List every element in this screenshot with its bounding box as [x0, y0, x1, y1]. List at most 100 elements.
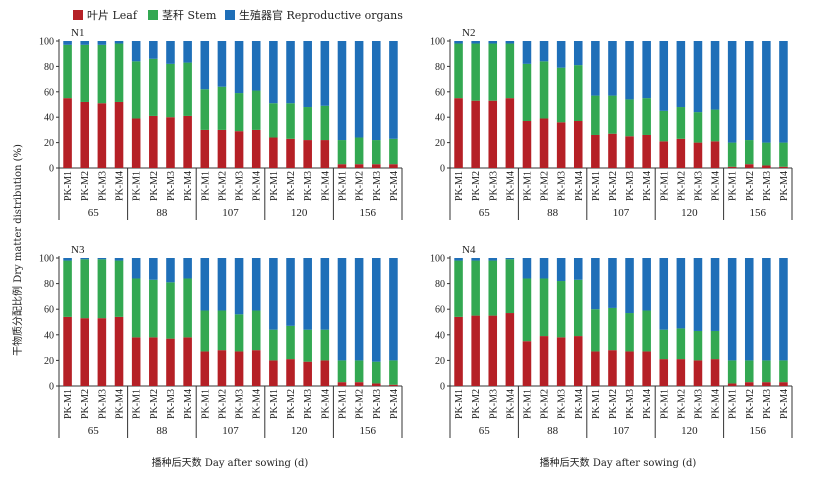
bar-segment-leaf — [63, 316, 72, 386]
bar-segment-reproductive — [676, 258, 686, 329]
day-label: 107 — [222, 425, 239, 437]
category-label: PK-M1 — [200, 171, 211, 201]
y-tick-label: 100 — [39, 254, 54, 265]
bar-segment-leaf — [389, 384, 398, 386]
bar-segment-leaf — [762, 382, 771, 386]
bar-segment-leaf — [354, 164, 364, 168]
category-label: PK-M4 — [320, 171, 331, 201]
bar-segment-reproductive — [573, 258, 583, 280]
category-label: PK-M3 — [97, 171, 108, 201]
bar-segment-reproductive — [131, 41, 141, 62]
bar-segment-stem — [779, 142, 788, 167]
legend-label-leaf: 叶片 Leaf — [87, 9, 138, 22]
y-tick-label: 0 — [440, 382, 445, 393]
y-tick-label: 80 — [44, 62, 54, 73]
category-label: PK-M3 — [762, 389, 773, 419]
category-label: PK-M4 — [574, 389, 585, 419]
bar-segment-reproductive — [539, 258, 549, 279]
bar-segment-reproductive — [166, 41, 175, 64]
bar-segment-reproductive — [269, 258, 278, 330]
bar-segment-stem — [80, 259, 90, 319]
category-label: PK-M2 — [149, 171, 160, 201]
bar-segment-reproductive — [727, 258, 737, 361]
bar-segment-stem — [591, 95, 600, 135]
bar-segment-reproductive — [744, 258, 754, 361]
bar-segment-stem — [389, 138, 398, 165]
bar-segment-stem — [727, 360, 737, 384]
bar-segment-stem — [200, 310, 210, 352]
bar-segment-stem — [710, 109, 720, 142]
bar-segment-stem — [454, 260, 463, 317]
day-label: 88 — [547, 207, 559, 219]
day-label: 120 — [291, 425, 308, 437]
y-tick-label: 60 — [435, 305, 445, 316]
legend-label-stem: 茎秆 Stem — [162, 9, 217, 22]
bar-segment-stem — [166, 63, 175, 118]
bar-segment-stem — [522, 63, 532, 122]
bar-segment-leaf — [389, 164, 398, 168]
bar-segment-stem — [762, 142, 771, 166]
bar-segment-stem — [744, 140, 754, 165]
bar-segment-reproductive — [625, 258, 634, 314]
bar-segment-reproductive — [80, 41, 90, 45]
category-label: PK-M2 — [471, 389, 482, 419]
bar-segment-reproductive — [556, 41, 566, 68]
bar-segment-stem — [505, 259, 515, 314]
legend: 叶片 Leaf 茎秆 Stem 生殖器官 Reproductive organs — [73, 8, 403, 22]
bar-segment-stem — [591, 309, 600, 352]
bar-segment-leaf — [166, 117, 175, 168]
bar-segment-reproductive — [454, 41, 463, 44]
day-label: 107 — [613, 425, 630, 437]
bar-segment-reproductive — [337, 258, 347, 361]
bar-segment-reproductive — [608, 41, 617, 96]
day-label: 120 — [681, 425, 698, 437]
category-label: PK-M2 — [608, 171, 619, 201]
bar-segment-reproductive — [251, 258, 261, 311]
category-label: PK-M2 — [217, 389, 228, 419]
bar-segment-leaf — [80, 101, 90, 168]
bar-segment-stem — [710, 330, 720, 360]
legend-swatch-stem — [148, 10, 158, 20]
category-label: PK-M4 — [779, 389, 790, 419]
bar-segment-stem — [762, 360, 771, 383]
day-label: 156 — [359, 425, 376, 437]
category-label: PK-M1 — [269, 389, 280, 419]
bar-segment-leaf — [454, 316, 463, 386]
bar-segment-leaf — [337, 164, 347, 168]
bar-segment-leaf — [505, 98, 515, 168]
bar-segment-leaf — [522, 121, 532, 168]
category-label: PK-M2 — [286, 171, 297, 201]
bar-segment-stem — [183, 62, 192, 116]
bar-segment-reproductive — [693, 258, 703, 331]
bar-segment-reproductive — [354, 258, 364, 361]
panel-label: N2 — [462, 27, 475, 39]
bar-segment-reproductive — [234, 258, 244, 315]
day-label: 156 — [750, 425, 767, 437]
bar-segment-leaf — [354, 382, 364, 386]
y-tick-label: 60 — [44, 87, 54, 98]
bar-segment-reproductive — [80, 258, 90, 260]
bar-segment-reproductive — [286, 258, 295, 326]
bar-segment-reproductive — [183, 258, 192, 279]
bar-segment-stem — [505, 43, 515, 99]
category-label: PK-M2 — [608, 389, 619, 419]
category-label: PK-M1 — [591, 389, 602, 419]
bar-segment-reproductive — [488, 258, 498, 261]
bar-segment-stem — [556, 281, 566, 338]
bar-segment-reproductive — [303, 258, 312, 330]
category-label: PK-M1 — [269, 171, 280, 201]
bar-segment-reproductive — [693, 41, 703, 113]
bar-segment-leaf — [676, 138, 686, 168]
bar-segment-leaf — [251, 350, 261, 386]
bar-segment-stem — [727, 142, 737, 167]
bar-segment-reproductive — [114, 41, 124, 44]
category-label: PK-M1 — [454, 389, 465, 419]
category-label: PK-M3 — [625, 389, 636, 419]
bar-segment-reproductive — [269, 41, 278, 104]
bar-segment-stem — [63, 260, 72, 317]
bar-segment-reproductive — [762, 41, 771, 143]
bar-segment-leaf — [762, 165, 771, 168]
bar-segment-stem — [625, 313, 634, 352]
bar-segment-stem — [625, 99, 634, 137]
bar-segment-leaf — [131, 118, 141, 168]
